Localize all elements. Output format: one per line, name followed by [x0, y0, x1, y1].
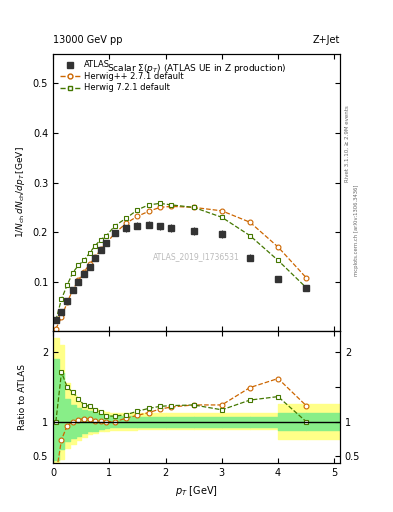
Y-axis label: $1/N_\mathrm{ch}\,dN_\mathrm{ch}/dp_T\,[\mathrm{GeV}]$: $1/N_\mathrm{ch}\,dN_\mathrm{ch}/dp_T\,[… [14, 146, 27, 239]
Legend: ATLAS, Herwig++ 2.7.1 default, Herwig 7.2.1 default: ATLAS, Herwig++ 2.7.1 default, Herwig 7.… [57, 58, 186, 95]
Text: mcplots.cern.ch [arXiv:1306.3436]: mcplots.cern.ch [arXiv:1306.3436] [354, 185, 359, 276]
Text: 13000 GeV pp: 13000 GeV pp [53, 35, 123, 45]
X-axis label: $p_T$ [GeV]: $p_T$ [GeV] [175, 484, 218, 498]
Text: Rivet 3.1.10, ≥ 2.9M events: Rivet 3.1.10, ≥ 2.9M events [345, 105, 350, 182]
Y-axis label: Ratio to ATLAS: Ratio to ATLAS [18, 365, 27, 430]
Text: Scalar $\Sigma(p_T)$ (ATLAS UE in Z production): Scalar $\Sigma(p_T)$ (ATLAS UE in Z prod… [107, 62, 286, 75]
Text: ATLAS_2019_I1736531: ATLAS_2019_I1736531 [153, 252, 240, 261]
Text: Z+Jet: Z+Jet [312, 35, 340, 45]
